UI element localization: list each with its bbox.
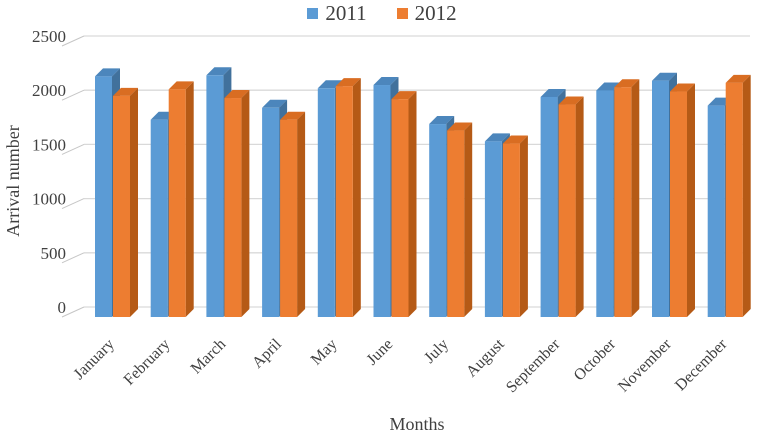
x-category-label-March: March <box>188 336 230 378</box>
bar-2012-February <box>168 81 194 317</box>
x-category-label-November: November <box>615 335 675 395</box>
bar-2012-October <box>614 79 640 317</box>
y-axis-tick-2500 <box>61 35 85 47</box>
y-tick-label-500: 500 <box>41 244 67 263</box>
x-category-label-October: October <box>571 335 620 384</box>
bar-2012-June <box>391 91 417 317</box>
y-tick-label-1000: 1000 <box>32 190 66 209</box>
bar-2012-August <box>502 135 528 317</box>
y-axis-title: Arrival number <box>3 125 23 237</box>
legend-swatch-2011-icon <box>307 7 319 19</box>
legend-label-2011: 2011 <box>325 0 367 25</box>
y-axis-tick-500 <box>61 252 85 264</box>
y-axis-tick-0 <box>61 306 85 318</box>
x-category-label-September: September <box>503 335 564 396</box>
legend-swatch-2012-icon <box>396 7 408 19</box>
y-axis-tick-1500 <box>61 143 85 155</box>
y-axis-tick-2000 <box>61 89 85 101</box>
legend-item-2011: 2011 <box>307 0 367 25</box>
legend-label-2012: 2012 <box>414 0 457 25</box>
bar-2012-December <box>725 74 751 317</box>
legend-item-2012: 2012 <box>396 0 457 25</box>
y-axis-tick-1000 <box>61 198 85 210</box>
x-category-label-December: December <box>672 335 731 394</box>
y-tick-label-1500: 1500 <box>32 135 66 154</box>
bar-2012-September <box>558 96 584 317</box>
bar-2012-May <box>335 78 361 317</box>
x-category-label-January: January <box>71 336 118 383</box>
y-tick-label-2500: 2500 <box>32 27 66 46</box>
x-category-label-August: August <box>463 335 508 380</box>
x-category-label-May: May <box>308 336 341 369</box>
bar-2012-November <box>670 83 695 317</box>
bar-2012-July <box>447 122 473 317</box>
bar-2012-January <box>113 87 138 317</box>
x-category-label-April: April <box>249 335 285 371</box>
y-tick-label-0: 0 <box>58 298 67 317</box>
x-category-label-June: June <box>364 336 397 369</box>
bar-2012-March <box>224 90 250 317</box>
x-category-label-July: July <box>421 336 452 367</box>
y-tick-label-2000: 2000 <box>32 81 66 100</box>
x-axis-title: Months <box>389 414 445 434</box>
x-category-label-February: February <box>121 336 174 389</box>
chart-legend: 2011 2012 <box>0 0 764 26</box>
bar-2012-April <box>280 111 306 317</box>
